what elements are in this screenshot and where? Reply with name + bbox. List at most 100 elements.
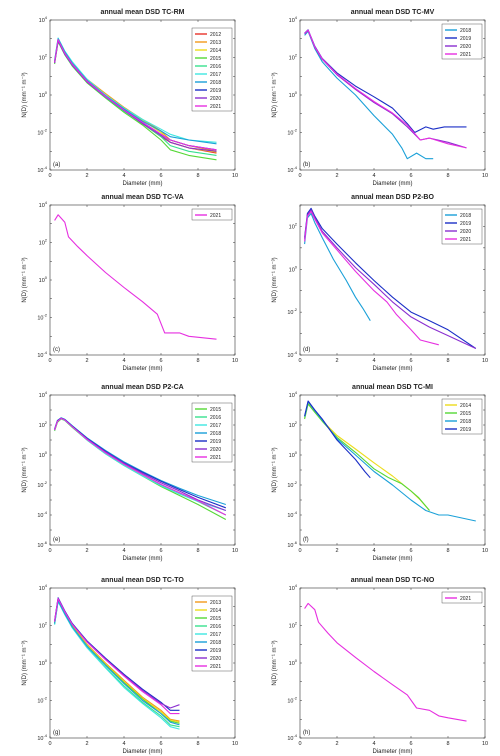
y-tick-label: 100: [289, 658, 298, 667]
y-tick-label: 102: [39, 621, 48, 630]
y-tick-label: 100: [39, 450, 48, 459]
panel-label: (c): [53, 347, 60, 353]
y-tick-label: 10-4: [37, 165, 47, 174]
legend-entry-2015: 2015: [210, 56, 221, 62]
legend: 2013 2014 2015 2016 2017 2018 2019 2020 2021: [191, 595, 233, 672]
x-tick-label: 6: [159, 358, 162, 364]
y-tick-label: 10-4: [287, 733, 297, 742]
y-tick-label: 102: [39, 420, 48, 429]
legend-entry-2018: 2018: [210, 431, 221, 437]
panel-4: annual mean DSD P2-BO 0 2 4 6 8 10 10-4 10-2 100 1…: [272, 194, 488, 372]
y-tick-label: 104: [289, 583, 298, 592]
x-tick-label: 0: [298, 548, 301, 554]
panel-label: (f): [303, 537, 309, 543]
legend-entry-2012: 2012: [210, 32, 221, 38]
legend-entry-2020: 2020: [460, 229, 471, 235]
y-axis-label: N(D) (mm⁻¹ m⁻³): [22, 447, 28, 492]
plot-frame: [49, 204, 236, 356]
x-axis-label: Diameter (mm): [123, 749, 163, 755]
y-axis-label: N(D) (mm⁻¹ m⁻³): [22, 257, 28, 302]
legend-entry-2017: 2017: [210, 72, 221, 78]
x-tick-label: 2: [85, 548, 88, 554]
series-line-2021: [54, 39, 217, 151]
legend-entry-2020: 2020: [460, 44, 471, 50]
x-tick-label: 8: [196, 548, 199, 554]
legend-entry-2016: 2016: [210, 415, 221, 421]
x-tick-label: 10: [232, 358, 238, 364]
legend: 2021: [441, 591, 483, 604]
chart-title: annual mean DSD TC-NO: [351, 577, 435, 584]
x-axis-label: Diameter (mm): [123, 556, 163, 562]
legend-entry-2021: 2021: [460, 237, 471, 243]
y-tick-label: 10-2: [287, 480, 297, 489]
x-tick-label: 8: [196, 173, 199, 179]
panel-6: annual mean DSD TC-MI 0 2 4 6 8 10 10-6 10-4 10-2…: [272, 384, 488, 562]
y-axis-label: N(D) (mm⁻¹ m⁻³): [272, 257, 278, 302]
x-tick-label: 6: [409, 741, 412, 747]
legend: 2018 2019 2020 2021: [441, 208, 483, 245]
panel-label: (d): [303, 347, 310, 353]
x-tick-label: 8: [446, 173, 449, 179]
x-tick-label: 6: [159, 741, 162, 747]
y-tick-label: 10-2: [287, 307, 297, 316]
legend-entry-2020: 2020: [210, 96, 221, 102]
legend-entry-2021: 2021: [210, 664, 221, 670]
legend-entry-2016: 2016: [210, 64, 221, 70]
x-axis-label: Diameter (mm): [123, 366, 163, 372]
chart-title: annual mean DSD TC-VA: [101, 194, 183, 201]
legend-entry-2017: 2017: [210, 423, 221, 429]
chart-title: annual mean DSD TC-MV: [351, 9, 435, 16]
y-tick-label: 100: [39, 275, 48, 284]
y-tick-label: 104: [39, 15, 48, 24]
x-tick-label: 2: [335, 173, 338, 179]
y-tick-label: 104: [39, 200, 48, 209]
x-tick-label: 8: [196, 741, 199, 747]
y-tick-label: 102: [39, 238, 48, 247]
x-tick-label: 10: [482, 741, 488, 747]
x-tick-label: 2: [335, 358, 338, 364]
legend-entry-2021: 2021: [210, 104, 221, 110]
legend-entry-2016: 2016: [210, 624, 221, 630]
panel-2: annual mean DSD TC-MV 0 2 4 6 8 10 10-4 10-2 100 1…: [272, 9, 488, 187]
y-tick-label: 102: [289, 420, 298, 429]
series-line-2019: [304, 400, 371, 479]
y-tick-label: 104: [289, 390, 298, 399]
plot-frame: [299, 587, 486, 739]
chart-title: annual mean DSD P2-CA: [101, 384, 183, 391]
series-line-2016: [54, 600, 180, 728]
y-tick-label: 10-2: [37, 128, 47, 137]
series-line-2020: [304, 209, 477, 349]
series-lines: [304, 29, 467, 160]
x-tick-label: 4: [372, 548, 375, 554]
x-tick-label: 8: [446, 741, 449, 747]
x-tick-label: 4: [372, 741, 375, 747]
legend-entry-2015: 2015: [210, 616, 221, 622]
legend-entry-2018: 2018: [460, 28, 471, 34]
legend: 2018 2019 2020 2021: [441, 23, 483, 60]
x-tick-label: 0: [48, 548, 51, 554]
legend-entry-2021: 2021: [210, 455, 221, 461]
x-tick-label: 6: [159, 173, 162, 179]
series-line-2021: [304, 210, 439, 346]
legend-entry-2018: 2018: [460, 213, 471, 219]
series-line-2019: [304, 207, 477, 349]
x-tick-label: 6: [409, 173, 412, 179]
x-tick-label: 6: [159, 548, 162, 554]
x-tick-label: 10: [482, 358, 488, 364]
legend: 2015 2016 2017 2018 2019 2020 2021: [191, 402, 233, 463]
y-tick-label: 100: [289, 450, 298, 459]
panel-1: annual mean DSD TC-RM 0 2 4 6 8 10 10-4 10-2 100 1…: [22, 9, 238, 187]
x-axis-label: Diameter (mm): [373, 366, 413, 372]
legend-entry-2013: 2013: [210, 40, 221, 46]
y-tick-label: 10-4: [287, 165, 297, 174]
y-tick-label: 10-4: [37, 510, 47, 519]
series-line-2015: [304, 403, 430, 511]
x-tick-label: 4: [372, 173, 375, 179]
x-tick-label: 6: [409, 358, 412, 364]
series-lines: [304, 602, 467, 722]
legend-entry-2017: 2017: [210, 632, 221, 638]
series-lines: [54, 37, 217, 161]
chart-title: annual mean DSD TC-RM: [100, 9, 184, 16]
x-tick-label: 0: [298, 173, 301, 179]
x-tick-label: 0: [298, 358, 301, 364]
